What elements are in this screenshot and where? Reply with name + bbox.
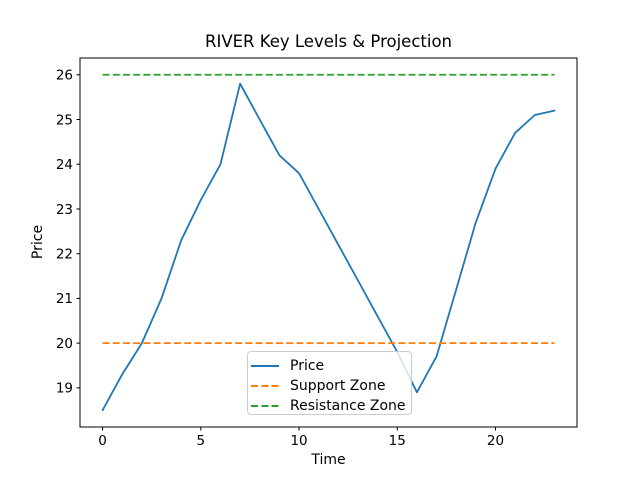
x-tick-label-10: 10 bbox=[290, 433, 307, 449]
x-tick-label-20: 20 bbox=[487, 433, 504, 449]
x-axis-label: Time bbox=[311, 452, 346, 468]
y-tick-label-24: 24 bbox=[56, 157, 73, 173]
legend-label-price: Price bbox=[290, 358, 325, 374]
y-tick-label-26: 26 bbox=[56, 68, 73, 84]
y-tick-label-22: 22 bbox=[56, 246, 73, 262]
legend-label-support-zone: Support Zone bbox=[290, 378, 386, 394]
y-tick-label-19: 19 bbox=[56, 381, 73, 397]
legend-label-resistance-zone: Resistance Zone bbox=[290, 398, 406, 414]
chart-title: RIVER Key Levels & Projection bbox=[204, 32, 452, 51]
x-tick-label-0: 0 bbox=[98, 433, 107, 449]
y-tick-label-20: 20 bbox=[56, 336, 73, 352]
y-tick-label-21: 21 bbox=[56, 291, 73, 307]
price-line-sample-icon bbox=[251, 365, 279, 367]
price-line bbox=[101, 82, 556, 412]
legend: Price Support Zone Resistance Zone bbox=[247, 351, 412, 415]
x-tick-label-15: 15 bbox=[389, 433, 406, 449]
x-tick-label-5: 5 bbox=[197, 433, 206, 449]
legend-item-resistance-zone: Resistance Zone bbox=[251, 396, 411, 416]
y-tick-label-23: 23 bbox=[56, 202, 73, 218]
support-zone-line-sample-icon bbox=[251, 385, 279, 387]
legend-item-price: Price bbox=[251, 356, 411, 376]
axes-frame bbox=[79, 57, 578, 428]
y-tick-label-25: 25 bbox=[56, 112, 73, 128]
legend-item-support-zone: Support Zone bbox=[251, 376, 411, 396]
resistance-zone-line-sample-icon bbox=[251, 405, 279, 407]
